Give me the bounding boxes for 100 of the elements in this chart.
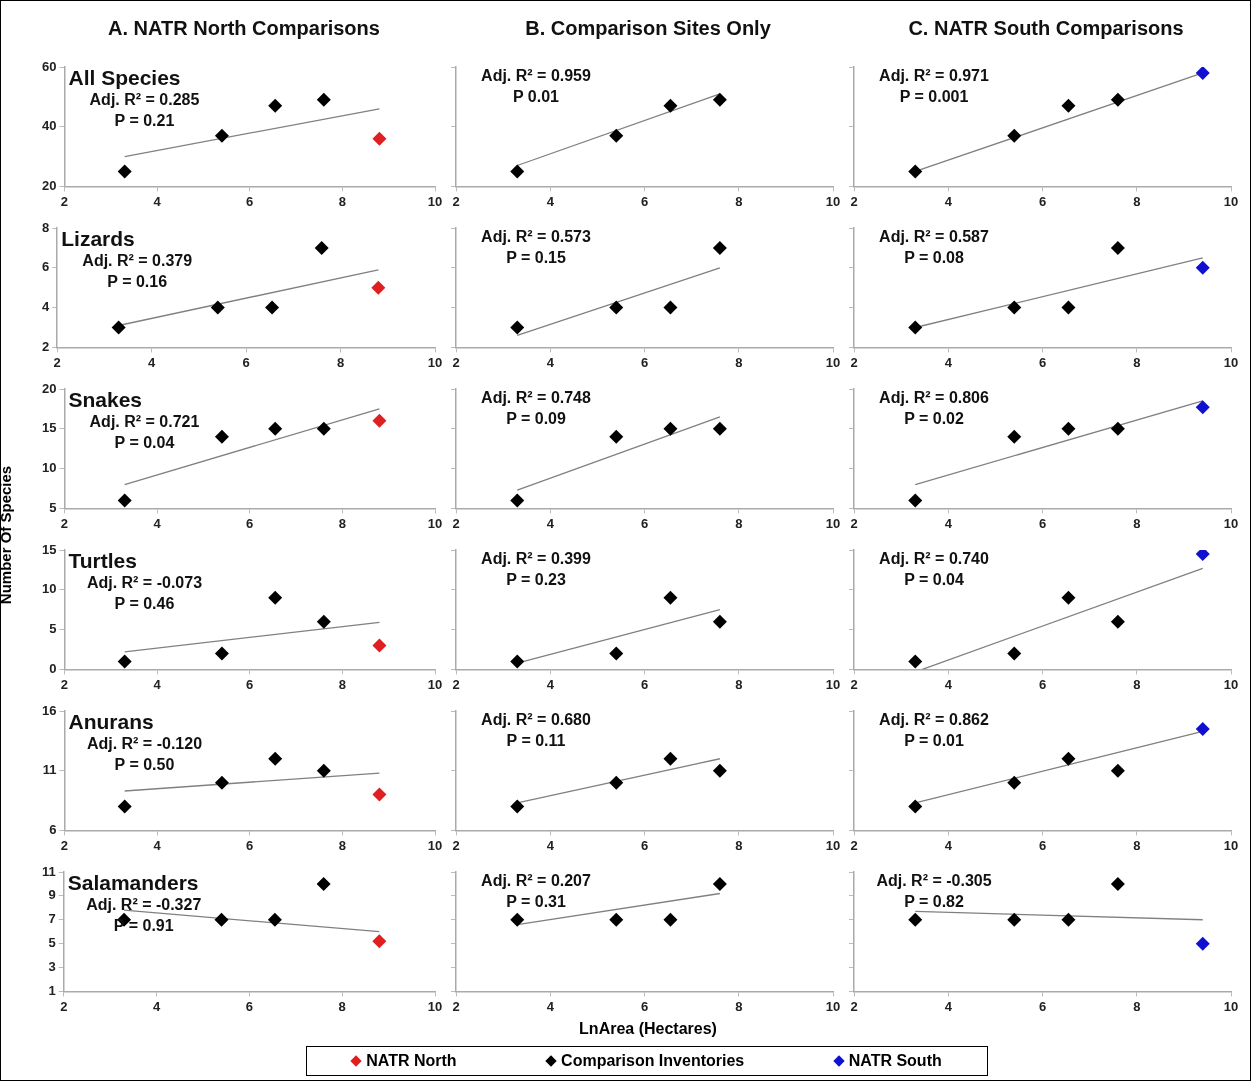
annotation: P = 0.91 [113, 917, 174, 935]
x-tick-label: 8 [1133, 515, 1141, 531]
point [214, 429, 229, 444]
point [214, 646, 229, 661]
y-tick-label: 2 [42, 338, 50, 354]
x-tick-label: 6 [246, 676, 254, 692]
x-tick-label: 10 [427, 676, 443, 692]
x-tick-label: 8 [1133, 676, 1141, 692]
x-tick-label: 4 [148, 354, 157, 370]
annotation: P = 0.09 [506, 410, 566, 428]
x-tick-label: 6 [246, 193, 254, 209]
point [316, 92, 331, 107]
y-tick-label: 11 [42, 762, 57, 778]
x-tick-label: 10 [1223, 676, 1239, 692]
annotation: Adj. R² = 0.680 [481, 711, 592, 729]
x-tick-label: 6 [1038, 837, 1047, 853]
point [663, 590, 678, 605]
chart-subtitle: Salamanders [67, 871, 199, 895]
y-tick-label: 8 [42, 219, 50, 235]
annotation: Adj. R² = 0.399 [481, 550, 592, 568]
x-tick-label: 2 [60, 515, 69, 531]
point [117, 493, 132, 508]
y-tick-label: 15 [41, 541, 57, 557]
point [1110, 421, 1125, 436]
point [908, 320, 923, 335]
x-tick-label: 4 [546, 998, 555, 1014]
x-tick-label: 8 [338, 515, 346, 531]
chart-subtitle: Snakes [68, 388, 143, 412]
point [117, 654, 132, 669]
x-tick-label: 6 [640, 676, 649, 692]
chart-title: C. NATR South Comparisons [907, 17, 1185, 40]
point [1061, 751, 1076, 766]
annotation: P = 0.001 [899, 88, 969, 106]
point [117, 164, 132, 179]
x-tick-label: 10 [1223, 837, 1239, 853]
annotation: Adj. R² = 0.862 [879, 711, 990, 729]
chart-subtitle: Anurans [68, 710, 154, 734]
y-tick-label: 20 [41, 177, 57, 193]
annotation: Adj. R² = 0.971 [879, 67, 990, 85]
y-axis-title: Number Of Species [0, 465, 14, 605]
point [908, 164, 923, 179]
x-tick-label: 8 [338, 193, 346, 209]
x-tick-label: 6 [245, 998, 253, 1014]
point [908, 493, 923, 508]
x-tick-label: 6 [640, 837, 649, 853]
x-tick-label: 4 [153, 193, 162, 209]
y-tick-label: 4 [42, 299, 50, 315]
point [314, 240, 329, 255]
point [1061, 590, 1076, 605]
point [1110, 240, 1125, 255]
x-tick-label: 6 [242, 354, 250, 370]
point [316, 763, 331, 778]
point [609, 646, 624, 661]
x-tick-label: 4 [546, 515, 555, 531]
point [372, 413, 387, 428]
point [214, 775, 229, 790]
point [1061, 300, 1076, 315]
x-tick-label: 6 [640, 515, 649, 531]
annotation: Adj. R² = 0.721 [89, 413, 200, 431]
y-tick-label: 5 [48, 935, 56, 951]
x-tick-label: 8 [336, 354, 345, 370]
x-tick-label: 10 [1223, 354, 1239, 370]
point [372, 131, 387, 146]
x-tick-label: 2 [850, 676, 858, 692]
annotation: P = 0.01 [904, 732, 964, 750]
point [316, 876, 331, 891]
point [316, 421, 331, 436]
annotation: Adj. R² = 0.806 [879, 389, 990, 407]
annotation: P = 0.16 [107, 273, 168, 291]
x-tick-label: 6 [640, 193, 649, 209]
annotation: P = 0.50 [114, 756, 175, 774]
x-tick-label: 4 [944, 837, 953, 853]
x-tick-label: 2 [850, 354, 858, 370]
x-tick-label: 4 [546, 837, 555, 853]
y-tick-label: 5 [49, 621, 57, 637]
x-tick-label: 2 [452, 515, 460, 531]
x-tick-label: 4 [152, 998, 161, 1014]
annotation: Adj. R² = 0.959 [481, 67, 592, 85]
annotation: Adj. R² = 0.573 [481, 228, 592, 246]
chart-title: A. NATR North Comparisons [107, 17, 381, 40]
point [908, 799, 923, 814]
x-tick-label: 10 [1223, 193, 1239, 209]
point [372, 638, 387, 653]
annotation: Adj. R² = 0.285 [89, 91, 200, 109]
x-tick-label: 10 [825, 193, 841, 209]
point [1061, 98, 1076, 113]
annotation: Adj. R² = 0.740 [879, 550, 990, 568]
annotation: Adj. R² = -0.120 [86, 735, 203, 753]
point [214, 128, 229, 143]
x-tick-label: 8 [1133, 354, 1141, 370]
x-tick-label: 10 [427, 515, 443, 531]
x-tick-label: 2 [452, 354, 460, 370]
annotation: Adj. R² = 0.207 [481, 872, 592, 890]
point [1061, 421, 1076, 436]
point [372, 787, 387, 802]
chart-title: B. Comparison Sites Only [524, 17, 772, 40]
point [510, 799, 525, 814]
x-tick-label: 6 [1038, 193, 1047, 209]
x-tick-label: 4 [944, 515, 953, 531]
x-tick-label: 8 [338, 837, 346, 853]
